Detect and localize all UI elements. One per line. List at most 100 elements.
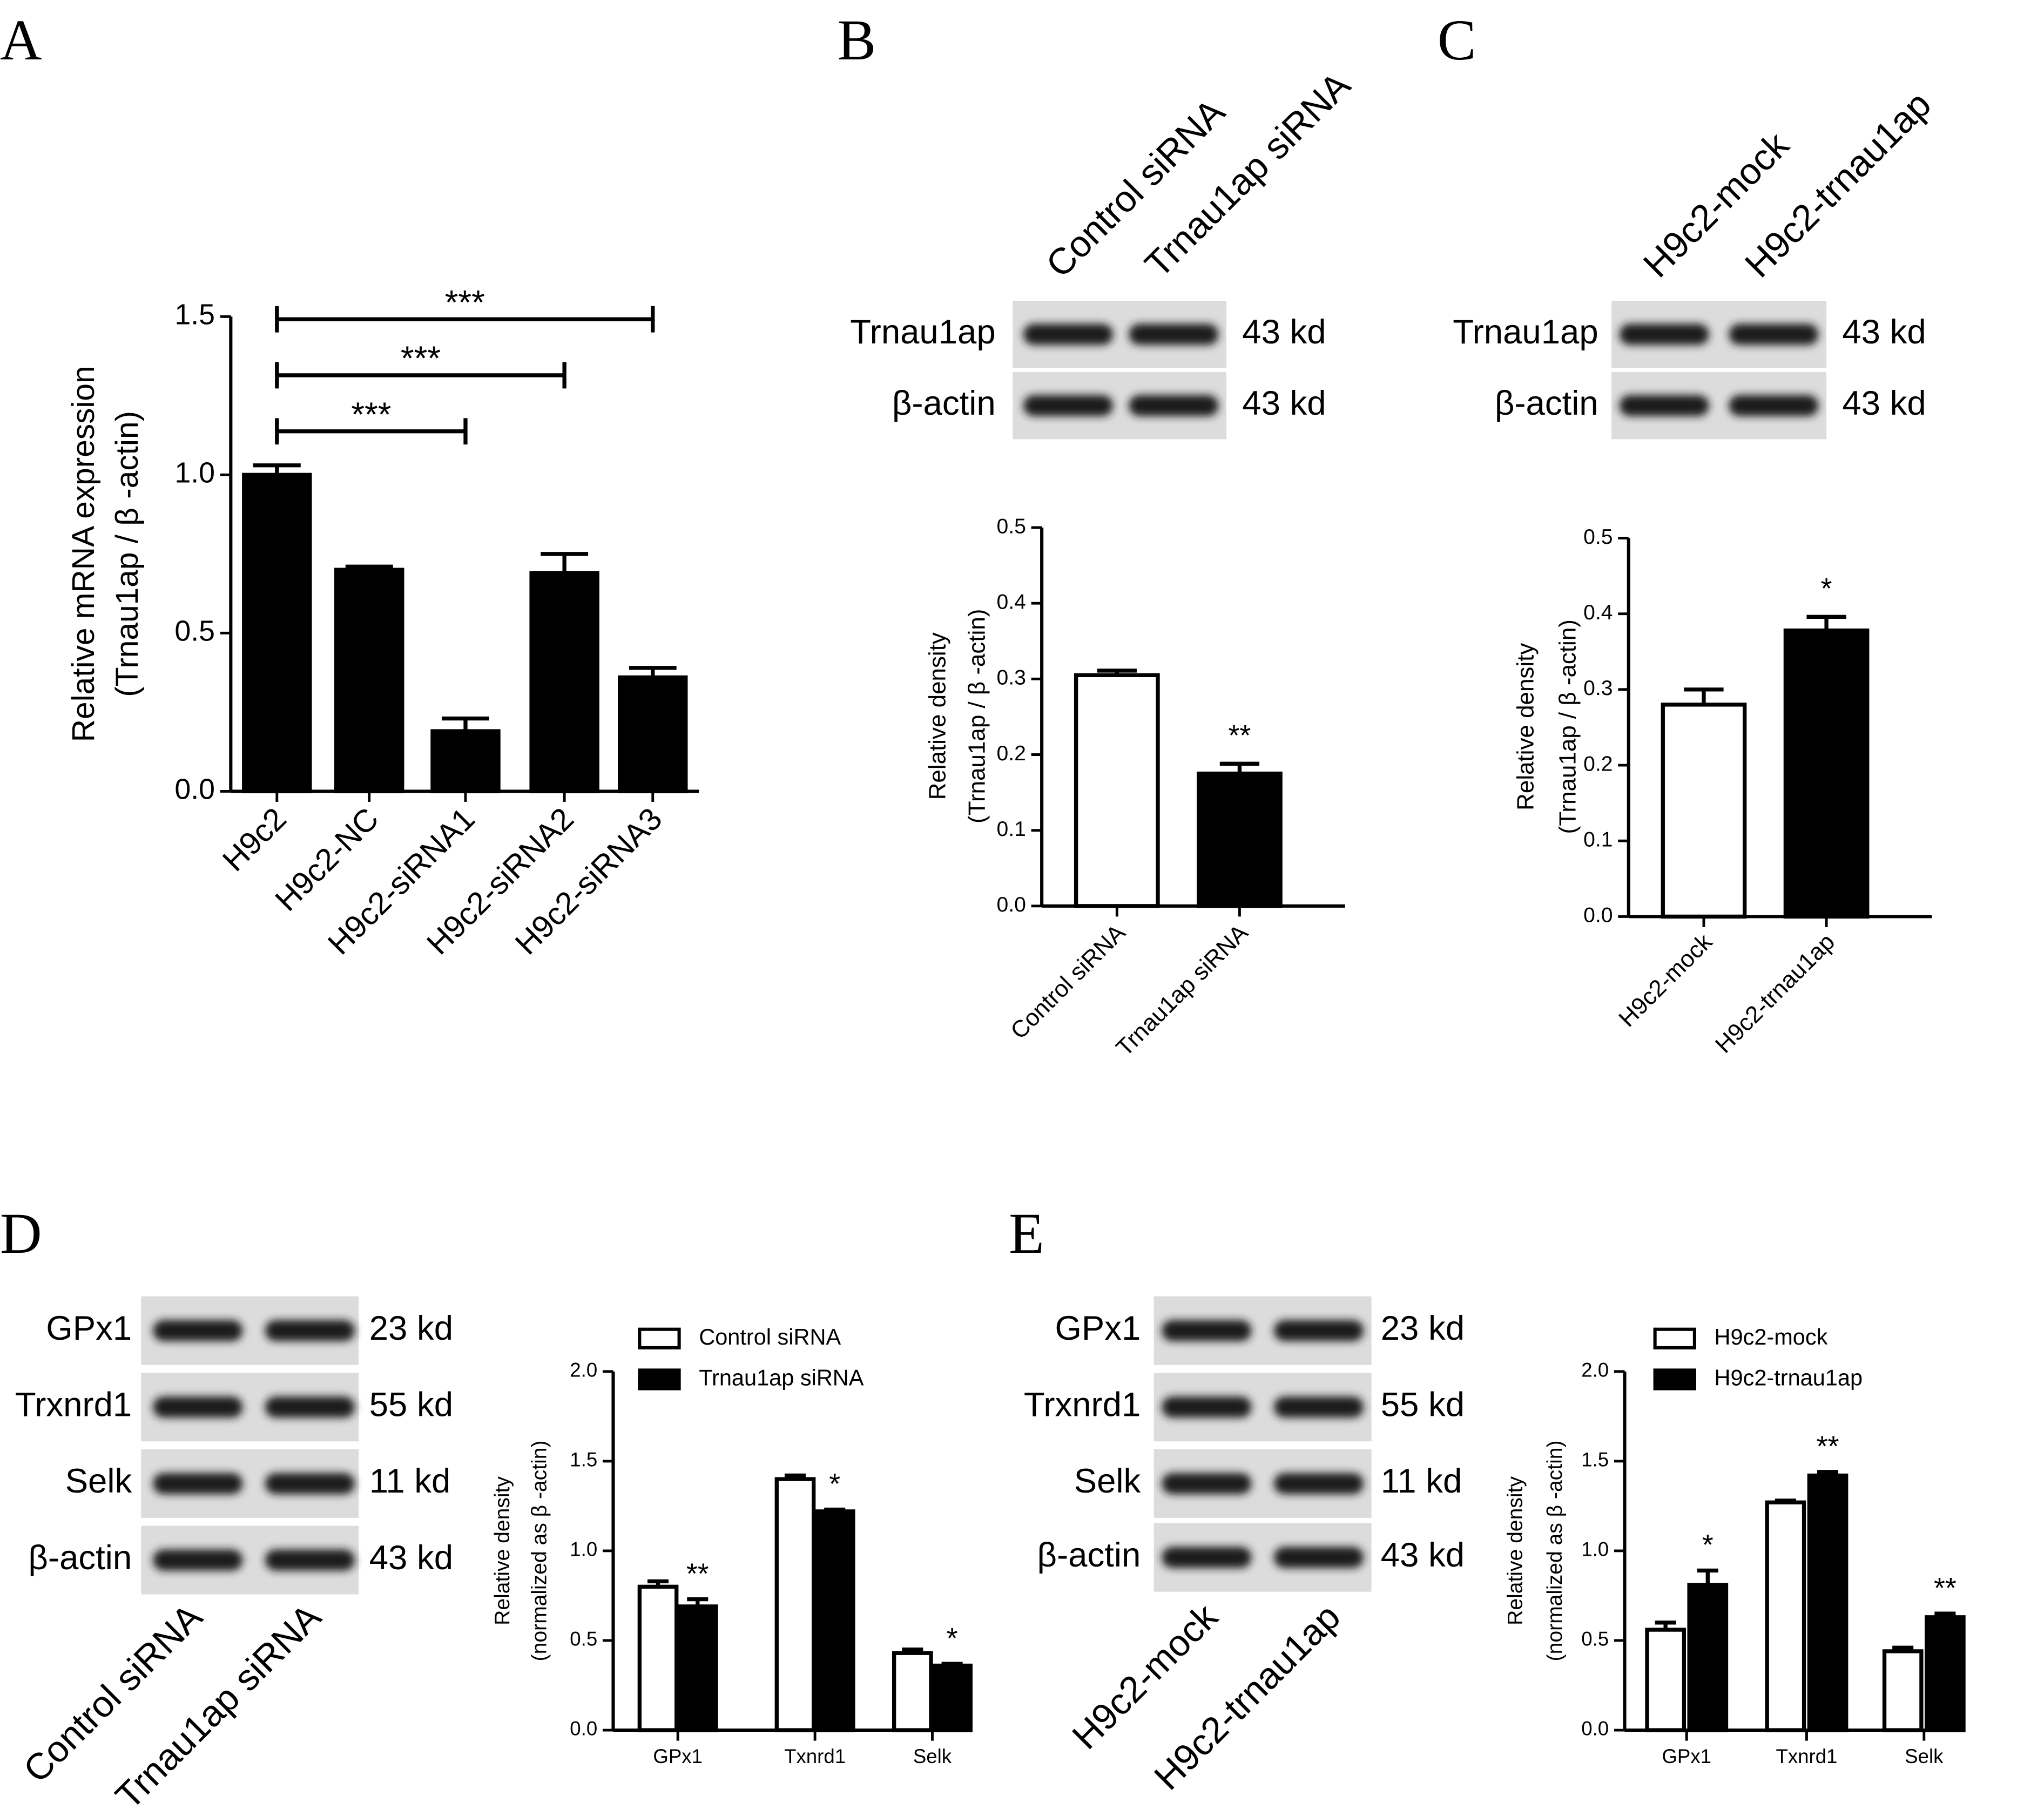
error-bar	[345, 564, 393, 570]
band	[153, 1549, 243, 1571]
size-label: 23 kd	[1381, 1309, 1465, 1347]
y-tick-label: 1.5	[174, 298, 215, 330]
lane-label: H9c2-trnau1ap	[1737, 84, 1939, 286]
y-tick-label: 0.2	[1583, 752, 1613, 775]
band	[1162, 1473, 1252, 1494]
y-axis-label: Relative density	[491, 1476, 514, 1625]
significance: **	[1229, 719, 1251, 752]
significance: **	[1934, 1572, 1957, 1604]
bar	[1783, 628, 1870, 919]
significance: *	[947, 1622, 958, 1655]
y-tick-label: 0.3	[997, 666, 1026, 690]
band	[1129, 323, 1219, 345]
protein-label: Selk	[65, 1462, 132, 1500]
y-tick-label: 0.3	[1583, 677, 1613, 700]
bar	[334, 568, 404, 794]
legend-swatch	[638, 1368, 681, 1390]
band	[1129, 395, 1219, 416]
bar	[1687, 1583, 1729, 1732]
band	[1619, 395, 1709, 416]
lane-label: Trnau1ap siRNA	[108, 1596, 329, 1816]
y-tick-label: 0.0	[174, 773, 215, 806]
bar	[1925, 1615, 1966, 1732]
y-axis-label: (Trnau1ap / β -actin)	[964, 609, 990, 823]
panel-letter: C	[1438, 8, 1476, 72]
legend-swatch	[638, 1327, 681, 1349]
band	[265, 1396, 355, 1418]
bar	[529, 571, 599, 794]
comparison-bracket	[275, 362, 566, 389]
y-axis-label: (Trnau1ap / β -actin)	[110, 411, 145, 697]
y-axis-label: (normalized as β -actin)	[528, 1440, 551, 1661]
error-bar	[629, 666, 677, 678]
band	[1273, 1396, 1364, 1418]
error-bar	[1097, 669, 1137, 676]
y-axis-label: (Trnau1ap / β -actin)	[1555, 619, 1581, 834]
protein-label: GPx1	[1055, 1309, 1141, 1347]
y-tick-label: 2.0	[570, 1359, 597, 1381]
size-label: 55 kd	[1381, 1386, 1465, 1424]
size-label: 11 kd	[369, 1462, 451, 1500]
bar	[1661, 703, 1747, 919]
error-bar	[1775, 1498, 1796, 1503]
x-tick-label: Trnau1ap siRNA	[1111, 919, 1253, 1062]
legend-label: Control siRNA	[699, 1324, 841, 1349]
protein-label: β-actin	[892, 384, 996, 422]
y-tick-label: 1.0	[174, 457, 215, 489]
bar	[637, 1584, 679, 1732]
error-bar	[253, 463, 301, 475]
bar	[618, 675, 688, 794]
y-tick-label: 0.5	[570, 1628, 597, 1650]
bar	[1074, 673, 1160, 908]
y-axis-label: Relative density	[1512, 643, 1539, 811]
band	[1162, 1547, 1252, 1568]
comparison-bracket	[275, 418, 468, 445]
protein-label: Selk	[1074, 1462, 1141, 1500]
protein-label: GPx1	[46, 1309, 132, 1347]
bar	[242, 472, 312, 794]
y-tick-label: 1.0	[570, 1538, 597, 1561]
bar	[1807, 1473, 1849, 1732]
comparison-bracket	[275, 306, 655, 333]
error-bar	[1219, 761, 1260, 774]
y-tick-label: 1.5	[1581, 1449, 1609, 1471]
y-tick-label: 0.1	[997, 818, 1026, 841]
legend-swatch	[1653, 1368, 1696, 1390]
bar	[774, 1477, 816, 1732]
x-tick-label: Selk	[913, 1745, 952, 1767]
legend-swatch	[1653, 1327, 1696, 1349]
bar	[430, 729, 501, 794]
band	[265, 1473, 355, 1494]
error-bar	[824, 1507, 846, 1512]
band	[1023, 395, 1113, 416]
legend-label: H9c2-mock	[1715, 1324, 1828, 1349]
bar	[1197, 771, 1283, 908]
y-tick-label: 0.4	[997, 590, 1026, 613]
legend-label: H9c2-trnau1ap	[1715, 1365, 1863, 1390]
bar	[1882, 1649, 1924, 1732]
y-tick-label: 0.1	[1583, 828, 1613, 852]
size-label: 43 kd	[1242, 384, 1326, 422]
x-tick-label: GPx1	[653, 1745, 703, 1767]
x-tick-label: H9c2-mock	[1614, 928, 1717, 1032]
significance: *	[1821, 572, 1832, 605]
error-bar	[1934, 1611, 1956, 1617]
comparison-label: ***	[401, 340, 441, 377]
size-label: 23 kd	[369, 1309, 453, 1347]
x-tick-label: Txnrd1	[784, 1745, 846, 1767]
y-tick-label: 0.0	[1581, 1718, 1609, 1740]
x-tick-label: Control siRNA	[1006, 919, 1131, 1044]
band	[153, 1473, 243, 1494]
y-tick-label: 0.4	[1583, 601, 1613, 624]
bar	[814, 1509, 855, 1732]
size-label: 43 kd	[369, 1539, 453, 1577]
band	[1729, 395, 1819, 416]
y-tick-label: 0.0	[570, 1718, 597, 1740]
x-tick-label: Selk	[1905, 1745, 1944, 1767]
error-bar	[784, 1473, 806, 1480]
y-tick-label: 0.2	[997, 742, 1026, 765]
error-bar	[1697, 1568, 1718, 1585]
size-label: 43 kd	[1381, 1536, 1465, 1574]
error-bar	[1655, 1621, 1676, 1630]
